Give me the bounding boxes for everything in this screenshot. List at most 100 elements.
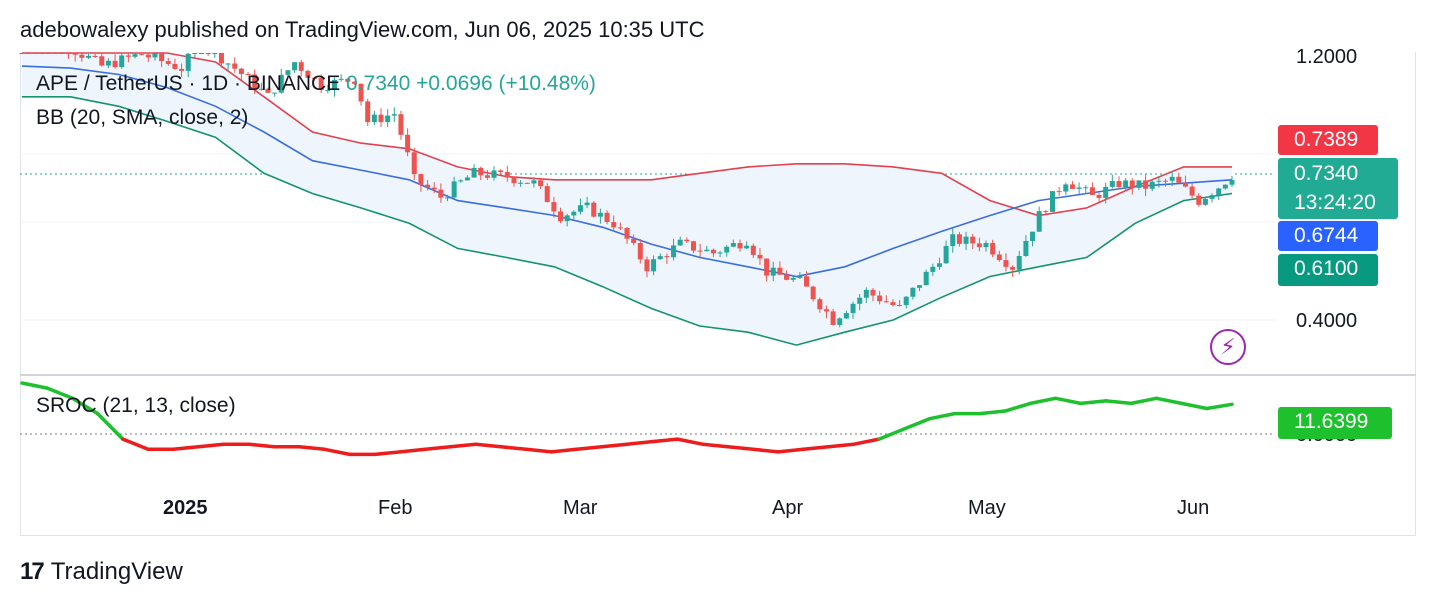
sroc-legend[interactable]: SROC (21, 13, close) [36,394,236,417]
candle-body [870,289,876,296]
candle-body [418,174,424,185]
symbol-legend[interactable]: APE / TetherUS · 1D · BINANCE 0.7340 +0.… [36,72,596,96]
sroc-segment [625,439,654,446]
candle-body [278,74,284,93]
sroc-segment [121,437,150,452]
sroc-segment [448,442,478,449]
candle-body [1136,180,1142,188]
sroc-segment [398,447,428,454]
sroc-segment [1205,402,1234,411]
candle-body [631,238,637,243]
candle-body [1123,180,1129,188]
price-axis-label: 0.4000 [1296,310,1358,332]
candle-body [192,53,198,54]
sroc-segment [423,445,453,452]
candle-body [152,53,158,58]
candle-body [910,287,916,297]
sroc-segment [574,445,604,452]
candle-body [750,245,756,255]
candle-body [398,114,404,135]
candle-body [1149,181,1155,189]
candle-body [132,54,138,57]
candle-body [963,236,969,244]
candle-body [405,134,411,153]
candle-body [112,60,118,68]
candle-body [524,182,530,184]
candle-body [850,303,856,314]
time-axis-label: Feb [378,497,413,519]
candle-body [604,212,610,223]
candle-body [1096,195,1102,198]
candle-body [119,55,125,68]
candle-body [139,54,145,56]
candle-body [564,215,570,222]
candle-body [325,89,331,91]
candle-body [657,256,663,260]
candle-body [385,115,391,123]
sroc-segment [826,442,856,449]
candle-body [917,285,923,288]
candle-body [1023,240,1029,257]
candle-body [46,53,52,54]
sroc-segment [1079,399,1108,406]
candle-body [438,189,444,198]
sroc-segment [902,416,932,431]
bb-lower-line [22,96,1233,346]
last-price-value: 0.7340 [1294,162,1359,185]
symbol-name: APE / TetherUS · 1D · BINANCE [36,72,341,95]
candle-body [292,62,298,71]
sroc-segment [776,447,806,454]
bb-upper-value-box: 0.7389 [1278,125,1378,155]
candle-body [59,53,65,54]
candle-body [345,78,351,82]
candle-body [79,54,85,58]
candle-body [245,73,251,75]
sroc-segment [600,442,629,449]
sroc-segment [297,445,327,452]
candle-body [790,277,796,280]
candle-body [697,250,703,252]
lightning-icon[interactable]: ⚡ [1210,329,1246,365]
candle-body [378,114,384,123]
candle-body [664,256,670,258]
sroc-segment [549,447,579,454]
candle-body [777,267,783,275]
sroc-segment [1053,396,1083,406]
candle-body [1036,211,1042,232]
candle-body [936,263,942,267]
sroc-segment [1154,396,1184,406]
candle-body [232,63,238,69]
candle-body [571,211,577,216]
candle-body [1216,188,1222,196]
sroc-segment [877,427,907,441]
tradingview-logo-icon: 17 [20,558,45,585]
bb-legend[interactable]: BB (20, SMA, close, 2) [36,106,249,129]
candle-body [1003,260,1009,267]
candle-body [1129,180,1135,188]
candle-body [145,54,151,58]
candle-body [558,211,564,222]
candle-body [272,92,278,94]
candle-body [943,246,949,264]
candle-body [125,55,131,57]
footer-brand[interactable]: 17 TradingView [20,558,183,586]
sroc-segment [751,447,780,454]
candle-body [823,309,829,312]
candle-body [950,234,956,247]
candle-body [458,180,464,182]
candle-body [425,184,431,188]
bb-upper-line [22,52,1232,217]
candle-body [165,61,171,64]
candle-body [804,276,810,287]
candle-body [923,271,929,286]
candle-body [1222,184,1228,189]
candle-body [764,258,770,276]
sroc-segment [927,411,957,421]
candle-body [730,243,736,247]
candle-body [810,286,816,300]
candle-body [498,170,504,172]
candle-body [172,63,178,69]
sroc-segment [1129,396,1159,406]
candle-body [817,299,823,310]
